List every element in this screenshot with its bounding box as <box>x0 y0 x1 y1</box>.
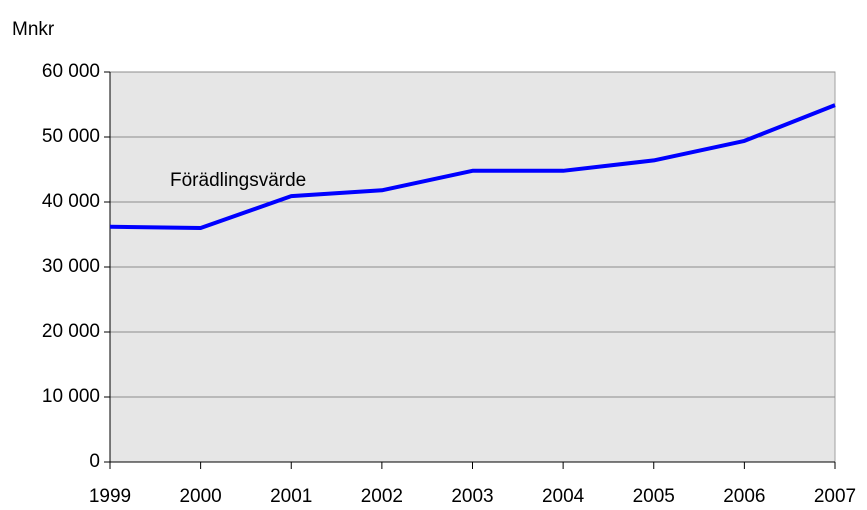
y-tick-label: 40 000 <box>42 191 100 212</box>
y-tick-label: 20 000 <box>42 321 100 342</box>
y-axis-label: Mnkr <box>12 19 55 40</box>
y-tick-label: 60 000 <box>42 61 100 82</box>
x-tick-label: 2002 <box>361 486 403 507</box>
x-tick-label: 2001 <box>270 486 312 507</box>
y-tick-label: 30 000 <box>42 256 100 277</box>
series-label: Förädlingsvärde <box>170 170 306 191</box>
x-tick-label: 2007 <box>814 486 856 507</box>
y-tick-label: 50 000 <box>42 126 100 147</box>
x-tick-label: 2004 <box>542 486 585 507</box>
x-tick-label: 2003 <box>451 486 493 507</box>
x-tick-label: 2005 <box>633 486 675 507</box>
y-tick-label: 10 000 <box>42 386 100 407</box>
x-tick-label: 2000 <box>179 486 221 507</box>
y-tick-label: 0 <box>89 451 100 472</box>
line <box>109 103 836 230</box>
x-tick-label: 2006 <box>723 486 765 507</box>
x-tick-label: 1999 <box>89 486 131 507</box>
